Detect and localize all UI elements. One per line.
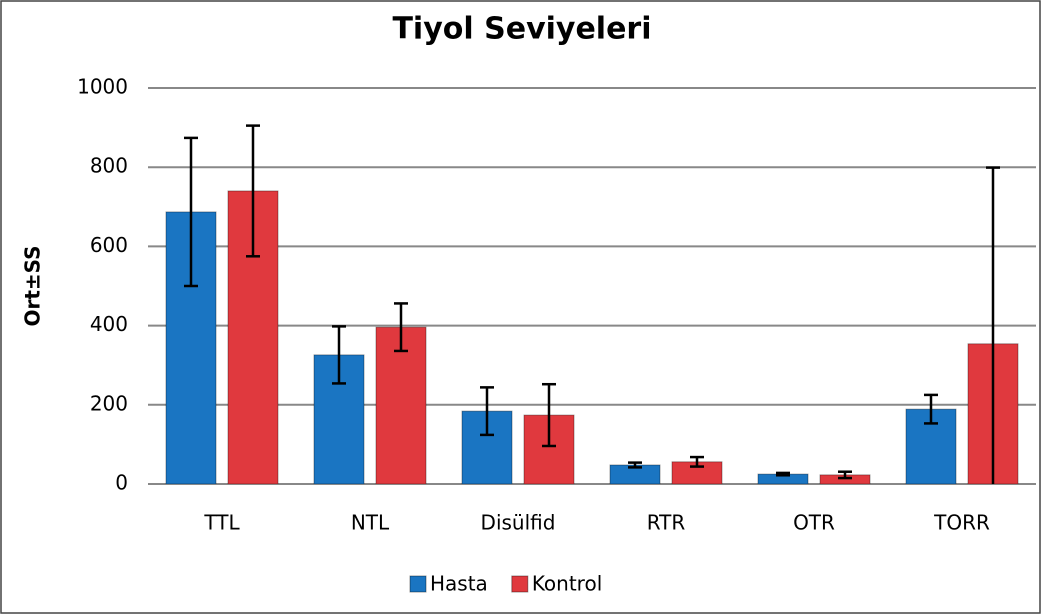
plot-area [165,124,1019,484]
y-axis-label: Ort±SS [21,245,45,326]
error-bar [924,393,938,425]
error-bar [628,461,642,469]
error-bar [838,470,852,480]
error-bar [986,166,1000,484]
legend-label: Kontrol [532,572,602,596]
x-tick-label: RTR [647,511,686,535]
chart-title: Tiyol Seviyeleri [392,12,651,47]
error-bar [184,136,198,288]
legend-label: Hasta [430,572,488,596]
error-bar [690,455,704,468]
error-bar [776,471,790,477]
y-tick-label: 600 [90,233,128,257]
error-bar [542,382,556,448]
x-tick-label: TTL [203,511,240,535]
x-tick-label: TORR [933,511,990,535]
y-tick-label: 200 [90,391,128,415]
y-tick-label: 400 [90,312,128,336]
legend-swatch [511,575,529,593]
y-tick-label: 800 [90,154,128,178]
x-tick-label: NTL [351,511,390,535]
bar [375,326,427,484]
error-bar [246,124,260,258]
x-tick-label: OTR [793,511,835,535]
y-tick-label: 0 [115,471,128,495]
error-bar [332,325,346,385]
y-tick-label: 1000 [77,75,128,99]
x-tick-label: Disülfid [481,511,556,535]
error-bar [394,302,408,353]
legend-swatch [409,575,427,593]
error-bar [480,386,494,437]
